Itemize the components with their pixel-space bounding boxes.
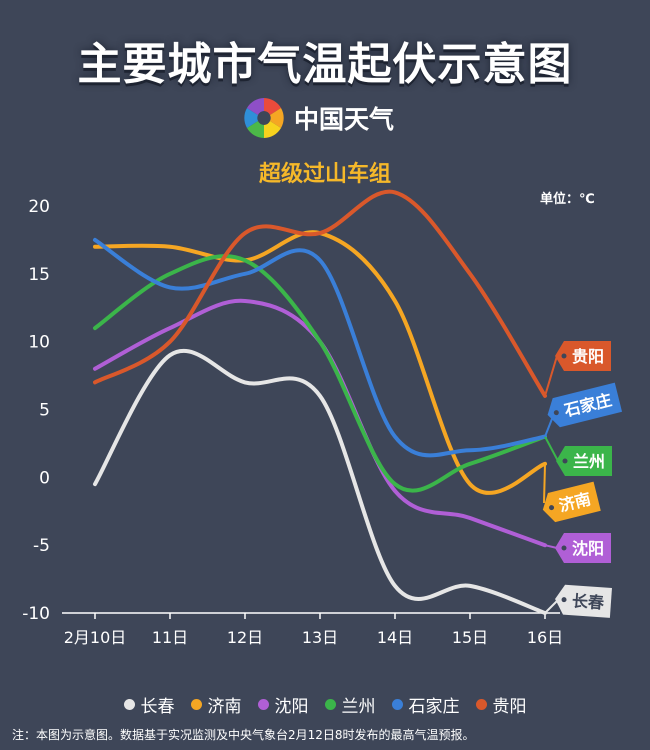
- y-tick-label: 10: [28, 333, 50, 353]
- series-tag-background: [556, 446, 612, 476]
- y-tick-label: -5: [33, 536, 50, 556]
- x-tick-label: 16日: [527, 628, 563, 647]
- y-tick-label: 5: [39, 401, 50, 421]
- x-tick-label: 12日: [227, 628, 263, 647]
- unit-label: 单位：℃: [540, 192, 595, 207]
- series-tag-background: [547, 382, 623, 428]
- series-tag-background: [555, 533, 611, 563]
- legend-item: 贵阳: [475, 692, 527, 717]
- series-tag-hole: [561, 545, 567, 551]
- brand-logo: 中国天气: [242, 96, 394, 140]
- y-tick-label: 20: [28, 197, 50, 217]
- series-tag-leader: [543, 463, 546, 504]
- series-line: [93, 237, 547, 458]
- legend-label: 沈阳: [274, 697, 309, 717]
- weather-logo-icon: [244, 98, 284, 138]
- legend-item: 石家庄: [391, 692, 460, 717]
- y-tick-label: -10: [22, 604, 50, 624]
- legend-dot-icon: [123, 699, 135, 710]
- series-tag-hole: [561, 353, 567, 359]
- legend-dot-icon: [324, 699, 336, 710]
- series-tag-leader: [544, 544, 558, 549]
- series-line: [93, 254, 547, 493]
- series-tag-label: 沈阳: [572, 539, 604, 558]
- series-end-tag: 贵阳: [555, 341, 611, 371]
- legend-item: 长春: [123, 692, 175, 717]
- series-tag-hole: [549, 505, 555, 511]
- series-tag-label: 兰州: [573, 452, 605, 471]
- legend-dot-icon: [475, 699, 487, 710]
- series-line: [93, 230, 547, 495]
- series-line: [93, 189, 547, 398]
- legend-label: 石家庄: [408, 697, 460, 717]
- legend-label: 济南: [207, 697, 242, 717]
- x-tick-label: 14日: [377, 628, 413, 647]
- x-tick-label: 13日: [302, 628, 338, 647]
- brand-name: 中国天气: [294, 105, 395, 134]
- series-tag-label: 长春: [571, 591, 605, 612]
- legend-item: 沈阳: [257, 692, 309, 717]
- series-end-tag: 石家庄: [547, 382, 623, 428]
- series-tag-hole: [553, 410, 559, 416]
- legend-item: 济南: [190, 692, 242, 717]
- footnote: 注：本图为示意图。数据基于实况监测及中央气象台2月12日8时发布的最高气温预报。: [12, 728, 475, 742]
- series-tag-label: 贵阳: [572, 347, 604, 366]
- series-end-tag: 长春: [555, 584, 612, 618]
- legend-item: 兰州: [324, 692, 376, 717]
- legend-dot-icon: [257, 699, 269, 710]
- legend-label: 兰州: [341, 697, 376, 717]
- x-tick-label: 2月10日: [64, 628, 127, 647]
- legend-dot-icon: [391, 699, 403, 710]
- series-tag-leader: [544, 436, 559, 462]
- series-tag-background: [542, 481, 601, 523]
- y-tick-label: 0: [39, 468, 50, 488]
- x-tick-label: 11日: [152, 628, 188, 647]
- series-line: [93, 298, 547, 548]
- series-line: [93, 348, 547, 615]
- x-tick-label: 15日: [452, 628, 488, 647]
- series-tag-hole: [561, 597, 567, 603]
- legend-label: 贵阳: [492, 697, 527, 717]
- series-tag-background: [555, 584, 612, 618]
- series-end-tag: 兰州: [556, 446, 612, 476]
- series-end-tag: 沈阳: [555, 533, 611, 563]
- series-tag-background: [555, 341, 611, 371]
- series-tag-leader: [544, 600, 558, 614]
- legend-label: 长春: [140, 697, 175, 717]
- y-tick-label: 15: [28, 265, 50, 285]
- legend-dot-icon: [190, 699, 202, 710]
- chart-title: 主要城市气温起伏示意图: [77, 39, 573, 90]
- series-tag-leader: [544, 355, 558, 397]
- chart-legend: 长春 济南 沈阳 兰州 石家庄 贵阳: [0, 692, 650, 717]
- chart-subtitle: 超级过山车组: [258, 162, 391, 187]
- series-end-tag: 济南: [542, 481, 601, 523]
- series-tag-hole: [562, 458, 568, 464]
